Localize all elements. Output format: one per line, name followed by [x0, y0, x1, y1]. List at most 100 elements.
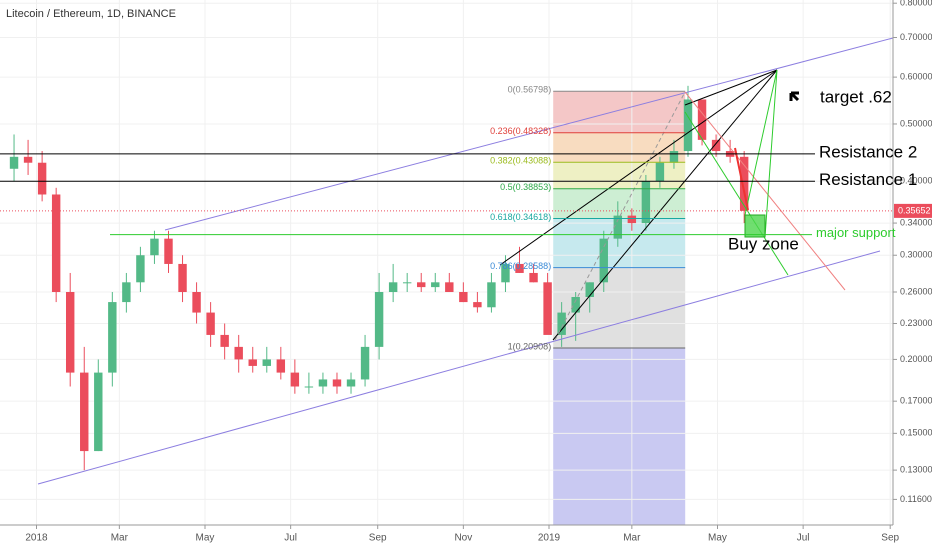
candle-body: [150, 238, 159, 256]
candle-body: [122, 282, 131, 303]
y-tick-label: 0.50000: [900, 118, 932, 128]
y-tick-label: 0.20000: [900, 354, 932, 364]
y-tick-label: 0.26000: [900, 286, 932, 296]
y-tick-label: 0.80000: [900, 0, 932, 8]
fib-label: 0(0.56798): [508, 85, 552, 95]
candle-body: [65, 292, 75, 373]
y-tick-label: 0.23000: [900, 318, 932, 328]
candle-body: [51, 194, 61, 293]
fib-label: 0.618(0.34618): [490, 212, 551, 222]
candle-body: [374, 292, 384, 347]
candle-body: [388, 282, 398, 293]
dashed-line: [554, 91, 686, 341]
x-tick-label: 2018: [25, 533, 48, 544]
candle-body: [445, 282, 454, 293]
trend-line: [684, 111, 789, 276]
candle-body: [655, 162, 665, 182]
trend-line: [499, 69, 778, 266]
candle-body: [627, 215, 637, 224]
candle-body: [571, 296, 580, 313]
x-tick-label: 2019: [538, 533, 561, 544]
candle-body: [234, 346, 243, 360]
buy-zone: [744, 214, 766, 238]
candle-body: [164, 238, 173, 264]
candle-body: [599, 238, 608, 283]
x-tick-label: May: [708, 533, 727, 544]
annotation: Buy zone: [728, 234, 799, 253]
chart-title: Litecoin / Ethereum, 1D, BINANCE: [6, 8, 176, 20]
y-tick-label: 0.11600: [900, 494, 932, 504]
candle-body: [262, 359, 271, 366]
level-label: major support: [816, 225, 896, 240]
channel-top: [164, 37, 894, 231]
drawings: [37, 37, 894, 485]
candle-body: [360, 346, 370, 380]
candle-body: [501, 263, 510, 283]
last-price-label: 0.35652: [898, 205, 931, 215]
fib-band: [553, 91, 686, 133]
trend-line: [684, 91, 846, 291]
candle-body: [529, 272, 538, 283]
x-tick-label: Nov: [454, 533, 472, 544]
candle-body: [739, 156, 749, 211]
candle-body: [346, 379, 356, 387]
candle-body: [515, 263, 524, 273]
fib-band: [553, 188, 686, 219]
candle-body: [9, 156, 19, 169]
candle-body: [487, 282, 496, 308]
x-tick-label: Mar: [623, 533, 641, 544]
candle-body: [431, 282, 440, 288]
candle-body: [318, 379, 328, 387]
fib-band: [553, 162, 686, 189]
candle-body: [641, 181, 651, 224]
candle-body: [290, 372, 300, 387]
fib-label: 0.786(0.28588): [490, 261, 551, 271]
x-tick-label: Sep: [369, 533, 387, 544]
channel-bottom: [37, 250, 881, 485]
annotation: target .62: [820, 87, 892, 106]
x-tick-label: Mar: [111, 533, 129, 544]
x-tick-label: Jul: [797, 533, 810, 544]
candle-body: [80, 372, 89, 452]
candle-body: [417, 282, 426, 288]
fib-band: [553, 132, 686, 163]
fib-label: 1(0.20908): [508, 341, 552, 351]
candle-body: [585, 282, 594, 297]
fib-label: 0.382(0.43088): [490, 156, 551, 166]
candle-body: [136, 255, 145, 283]
arrow: [789, 91, 800, 102]
candle-body: [683, 99, 693, 152]
candle-body: [220, 334, 229, 347]
candle-body: [23, 156, 33, 163]
candle-body: [697, 99, 707, 140]
last-price-tag: [894, 203, 932, 218]
candle-body: [332, 379, 342, 387]
candle-body: [206, 312, 215, 335]
fib-label: 0.236(0.48328): [490, 126, 551, 136]
y-tick-label: 0.13000: [900, 464, 932, 474]
y-tick-label: 0.60000: [900, 71, 932, 81]
candle-body: [248, 359, 257, 366]
trend-line: [552, 69, 778, 341]
y-tick-label: 0.70000: [900, 32, 932, 42]
y-tick-label: 0.30000: [900, 250, 932, 260]
y-tick-label: 0.15000: [900, 428, 932, 438]
candle-body: [94, 372, 103, 452]
trend-line: [684, 69, 778, 106]
candle-body: [711, 139, 721, 152]
candle-body: [473, 302, 482, 308]
candle-body: [613, 215, 623, 239]
x-tick-label: Jul: [284, 533, 297, 544]
candle-body: [557, 312, 566, 335]
y-tick-label: 0.34000: [900, 217, 932, 227]
y-tick-label: 0.17000: [900, 396, 932, 406]
candle-body: [276, 359, 286, 373]
candle-body: [37, 162, 47, 195]
candle-body: [459, 292, 468, 303]
x-tick-label: Sep: [881, 533, 899, 544]
drop-line: [734, 147, 749, 211]
candle-body: [192, 292, 201, 313]
